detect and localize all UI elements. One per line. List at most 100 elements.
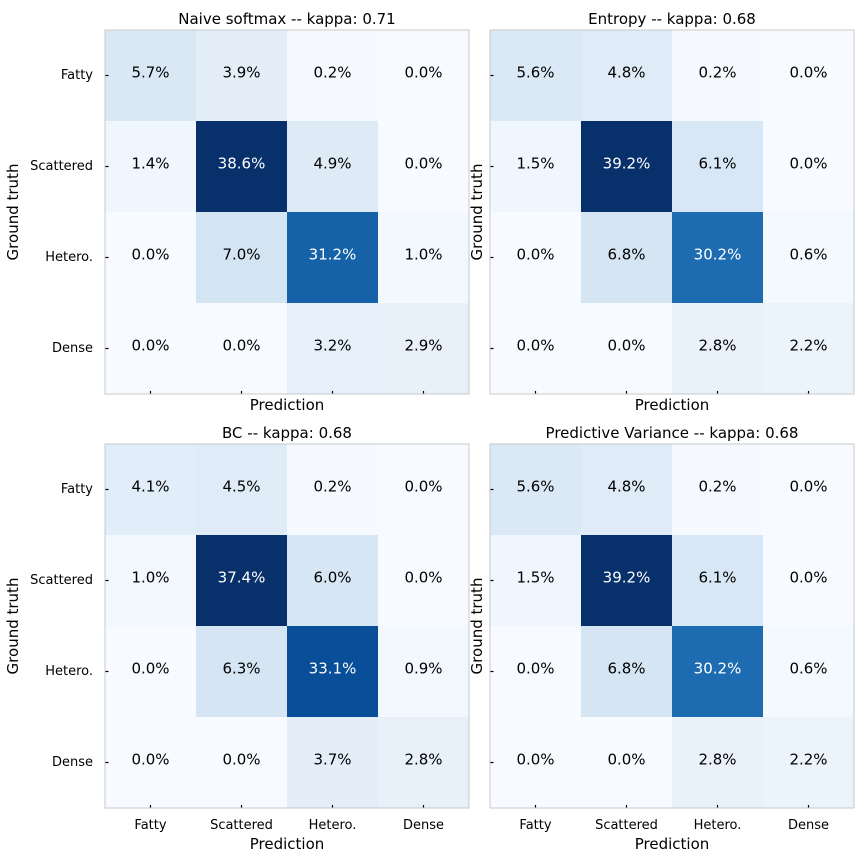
cell-value-label: 3.2% xyxy=(313,337,351,355)
heatmap-cell xyxy=(763,717,854,808)
cell-value-label: 1.0% xyxy=(404,246,442,264)
cell-value-label: 5.6% xyxy=(516,478,554,496)
heatmap-cell xyxy=(378,30,469,121)
heatmap-cell xyxy=(581,303,672,394)
x-tick-label: Hetero. xyxy=(309,818,357,833)
cell-value-label: 6.8% xyxy=(607,660,645,678)
heatmap-cell xyxy=(672,444,763,535)
heatmap-cell xyxy=(287,303,378,394)
cell-value-label: 0.0% xyxy=(607,751,645,769)
heatmap-cell xyxy=(287,30,378,121)
cell-value-label: 39.2% xyxy=(603,155,651,173)
heatmap-cell xyxy=(287,717,378,808)
cell-value-label: 1.5% xyxy=(516,569,554,587)
heatmap-cell xyxy=(763,212,854,303)
confusion-matrix-panel-4: 5.6% 4.8% 0.2% 0.0% 1.5% 39.2% 6.1% 0.0% 0.0% 6.8… xyxy=(468,424,855,853)
cell-value-label: 1.5% xyxy=(516,155,554,173)
confusion-matrix-panel-1: 5.7% 3.9% 0.2% 0.0% 1.4% 38.6% 4.9% 0.0% 0.0% 7.0… xyxy=(4,10,470,414)
heatmap-cell xyxy=(378,121,469,212)
heatmap-cell xyxy=(581,444,672,535)
panel-title: Naive softmax -- kappa: 0.71 xyxy=(178,10,395,28)
x-tick-label: Hetero. xyxy=(694,818,742,833)
cell-value-label: 0.0% xyxy=(404,155,442,173)
cell-value-label: 3.9% xyxy=(222,64,260,82)
panel-title: Predictive Variance -- kappa: 0.68 xyxy=(546,424,799,442)
x-tick-label: Fatty xyxy=(519,818,551,833)
cell-value-label: 38.6% xyxy=(218,155,266,173)
heatmap-cell xyxy=(490,303,581,394)
cell-value-label: 2.2% xyxy=(789,337,827,355)
heatmap-cell xyxy=(763,30,854,121)
plot-frame xyxy=(104,443,470,809)
heatmap-cell xyxy=(490,212,581,303)
cell-value-label: 0.9% xyxy=(404,660,442,678)
y-axis-label: Ground truth xyxy=(468,578,486,675)
heatmap-cell xyxy=(763,303,854,394)
cell-value-label: 37.4% xyxy=(218,569,266,587)
cell-value-label: 3.7% xyxy=(313,751,351,769)
cell-value-label: 0.2% xyxy=(698,64,736,82)
cell-value-label: 0.0% xyxy=(607,337,645,355)
cell-value-label: 0.2% xyxy=(313,64,351,82)
heatmap-cell xyxy=(581,717,672,808)
y-tick-label: Hetero. xyxy=(45,250,93,265)
heatmap-cell xyxy=(763,444,854,535)
heatmap-cell xyxy=(196,444,287,535)
y-axis-label: Ground truth xyxy=(4,164,22,261)
cell-value-label: 0.6% xyxy=(789,246,827,264)
y-tick-label: Fatty xyxy=(61,482,93,497)
panel-title: BC -- kappa: 0.68 xyxy=(222,424,352,442)
heatmap-cell xyxy=(105,30,196,121)
heatmap-cell xyxy=(105,444,196,535)
cell-value-label: 2.8% xyxy=(404,751,442,769)
cell-value-label: 0.0% xyxy=(789,478,827,496)
x-tick-label: Scattered xyxy=(210,818,273,833)
cell-value-label: 33.1% xyxy=(309,660,357,678)
heatmap-cell xyxy=(105,212,196,303)
cell-value-label: 39.2% xyxy=(603,569,651,587)
heatmap-cell xyxy=(378,444,469,535)
cell-value-label: 6.0% xyxy=(313,569,351,587)
cell-value-label: 4.1% xyxy=(131,478,169,496)
cell-value-label: 5.6% xyxy=(516,64,554,82)
cell-value-label: 0.0% xyxy=(131,751,169,769)
heatmap-cell xyxy=(105,717,196,808)
cell-value-label: 0.0% xyxy=(516,246,554,264)
cell-value-label: 7.0% xyxy=(222,246,260,264)
cell-value-label: 0.0% xyxy=(404,569,442,587)
heatmap-cell xyxy=(378,212,469,303)
heatmap-cell xyxy=(672,626,763,717)
cell-value-label: 0.0% xyxy=(222,337,260,355)
x-axis-label: Prediction xyxy=(250,396,325,414)
heatmap-cell xyxy=(581,121,672,212)
x-tick-label: Dense xyxy=(788,818,829,833)
x-axis-label: Prediction xyxy=(635,396,710,414)
cell-value-label: 0.0% xyxy=(789,64,827,82)
heatmap-cell xyxy=(490,444,581,535)
y-axis-label: Ground truth xyxy=(4,578,22,675)
cell-value-label: 6.8% xyxy=(607,246,645,264)
y-tick-label: Fatty xyxy=(61,68,93,83)
cell-value-label: 0.0% xyxy=(516,751,554,769)
x-axis-label: Prediction xyxy=(250,835,325,853)
heatmap-cell xyxy=(672,717,763,808)
cell-value-label: 1.0% xyxy=(131,569,169,587)
panel-title: Entropy -- kappa: 0.68 xyxy=(588,10,756,28)
confusion-matrix-panel-3: 4.1% 4.5% 0.2% 0.0% 1.0% 37.4% 6.0% 0.0% 0.0% 6.3… xyxy=(4,424,470,853)
heatmap-cell xyxy=(672,121,763,212)
cell-value-label: 31.2% xyxy=(309,246,357,264)
heatmap-cell xyxy=(287,535,378,626)
plot-frame xyxy=(489,29,855,395)
heatmap-cell xyxy=(287,444,378,535)
cell-value-label: 6.1% xyxy=(698,155,736,173)
heatmap-cell xyxy=(196,303,287,394)
y-tick-label: Hetero. xyxy=(45,664,93,679)
cell-value-label: 0.0% xyxy=(789,155,827,173)
cell-value-label: 6.1% xyxy=(698,569,736,587)
y-tick-label: Dense xyxy=(52,341,93,356)
confusion-matrix-panel-2: 5.6% 4.8% 0.2% 0.0% 1.5% 39.2% 6.1% 0.0% 0.0% 6.8… xyxy=(468,10,855,414)
cell-value-label: 5.7% xyxy=(131,64,169,82)
x-axis-label: Prediction xyxy=(635,835,710,853)
heatmap-cell xyxy=(196,626,287,717)
